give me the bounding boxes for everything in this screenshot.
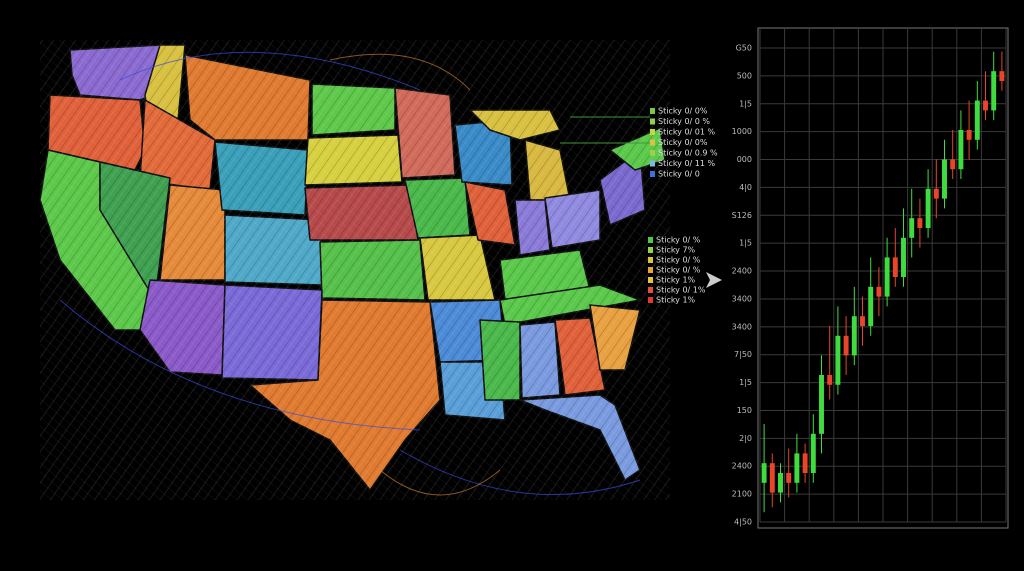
legend-label: Sticky 0/ 1% xyxy=(656,286,706,295)
y-axis-label: S126 xyxy=(732,211,752,220)
y-axis-label: 1|5 xyxy=(739,378,752,387)
legend-swatch xyxy=(648,247,653,253)
y-axis-label: 1000 xyxy=(732,127,752,136)
candle-body xyxy=(860,316,865,326)
legend-label: Sticky 1% xyxy=(656,276,696,285)
y-axis-label: 1|5 xyxy=(739,239,752,248)
legend-label: Sticky 0/ 01 % xyxy=(658,128,716,137)
candle-body xyxy=(843,335,849,356)
y-axis-label: 3400 xyxy=(732,322,752,331)
legend-label: Sticky 1% xyxy=(656,296,696,305)
candle-body xyxy=(974,100,980,140)
legend-label: Sticky 7% xyxy=(656,246,696,255)
legend-label: Sticky 0/ % xyxy=(656,236,701,245)
candle-chart: G50 500 1|5 1000 000 4|0 S126 1|5 2400 3400 3400 7|… xyxy=(732,27,1009,529)
candle-body xyxy=(769,463,775,493)
legend-label: Sticky 0/ 0 xyxy=(658,170,700,179)
candle-body xyxy=(794,453,800,483)
y-axis-label: 2|0 xyxy=(739,434,752,443)
legend-swatch xyxy=(650,118,655,125)
legend-swatch xyxy=(650,171,655,177)
legend-leaders xyxy=(560,116,650,144)
legend-swatch xyxy=(650,129,655,135)
candle-body xyxy=(761,463,767,483)
legend-swatch xyxy=(650,160,655,167)
candle-body xyxy=(851,316,857,356)
legend-swatch xyxy=(648,287,653,293)
legend-lower: Sticky 0/ %Sticky 7%Sticky 0/ %Sticky 0/… xyxy=(648,236,706,305)
candle-body xyxy=(925,188,931,228)
y-axis-label: 2400 xyxy=(732,267,752,276)
y-axis-label: 7|50 xyxy=(734,350,752,359)
arrow xyxy=(706,272,722,288)
candle-body xyxy=(917,218,923,228)
y-axis-label: 150 xyxy=(737,406,752,415)
y-axis-label: 500 xyxy=(737,71,752,80)
candle-body xyxy=(991,71,997,111)
candle-body xyxy=(901,237,906,277)
candle-body xyxy=(786,473,792,483)
candle-body xyxy=(942,159,947,199)
y-axis-label: 4|50 xyxy=(734,518,752,527)
candle-body xyxy=(827,375,833,385)
candle-body xyxy=(999,71,1005,81)
y-axis-label: 1|5 xyxy=(739,99,752,108)
y-axis-label: 3400 xyxy=(732,294,752,303)
candle-body xyxy=(884,257,890,297)
y-axis-label: 000 xyxy=(737,155,752,164)
candle-body xyxy=(966,130,972,140)
legend-swatch xyxy=(648,237,653,243)
legend-upper: Sticky 0/ 0%Sticky 0/ 0 %Sticky 0/ 01 %S… xyxy=(650,107,718,179)
legend-label: Sticky 0/ 0.9 % xyxy=(658,149,718,158)
candle-body xyxy=(876,286,882,297)
legend-label: Sticky 0/ 11 % xyxy=(658,159,716,168)
legend-swatch xyxy=(650,150,655,156)
candle-body xyxy=(909,218,915,238)
legend-label: Sticky 0/ % xyxy=(656,256,701,265)
candle-body xyxy=(983,100,988,111)
candle-body xyxy=(810,433,816,473)
legend-label: Sticky 0/ 0% xyxy=(658,138,708,147)
candle-body xyxy=(958,130,964,170)
candle-body xyxy=(892,257,898,277)
legend-label: Sticky 0/ 0% xyxy=(658,107,708,116)
candle-body xyxy=(868,286,874,326)
legend-swatch xyxy=(648,257,653,263)
legend-swatch xyxy=(648,267,653,273)
candle-body xyxy=(950,159,956,170)
legend-label: Sticky 0/ 0 % xyxy=(658,117,710,126)
legend-swatch xyxy=(650,139,655,146)
legend-swatch xyxy=(648,277,653,283)
y-axis-label: G50 xyxy=(736,44,752,53)
y-axis-label: 4|0 xyxy=(739,183,752,192)
candle-body xyxy=(819,375,824,434)
candle-body xyxy=(802,453,808,473)
candle-body xyxy=(933,188,939,199)
y-axis-label: 2400 xyxy=(732,462,752,471)
legend-swatch xyxy=(648,297,653,303)
legend-swatch xyxy=(650,108,655,114)
legend-label: Sticky 0/ % xyxy=(656,266,701,275)
y-axis-label: 2100 xyxy=(732,490,752,499)
candle-body xyxy=(835,335,841,385)
candle-body xyxy=(778,473,783,493)
